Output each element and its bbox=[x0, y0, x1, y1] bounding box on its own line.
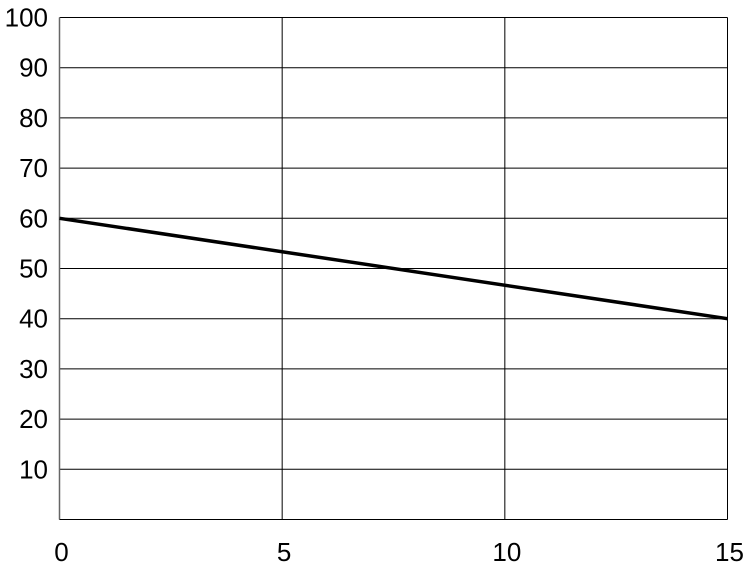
y-tick-label: 90 bbox=[19, 53, 48, 83]
y-tick-label: 100 bbox=[5, 3, 48, 33]
x-tick-label: 15 bbox=[715, 537, 744, 567]
x-tick-label: 0 bbox=[54, 537, 68, 567]
y-tick-label: 70 bbox=[19, 153, 48, 183]
x-tick-label: 5 bbox=[277, 537, 291, 567]
y-tick-label: 50 bbox=[19, 254, 48, 284]
y-tick-label: 60 bbox=[19, 203, 48, 233]
y-tick-label: 40 bbox=[19, 304, 48, 334]
y-tick-label: 20 bbox=[19, 404, 48, 434]
series-line bbox=[59, 216, 728, 321]
y-tick-label: 80 bbox=[19, 103, 48, 133]
x-tick-label: 10 bbox=[492, 537, 521, 567]
y-tick-label: 10 bbox=[19, 454, 48, 484]
y-tick-label: 30 bbox=[19, 354, 48, 384]
